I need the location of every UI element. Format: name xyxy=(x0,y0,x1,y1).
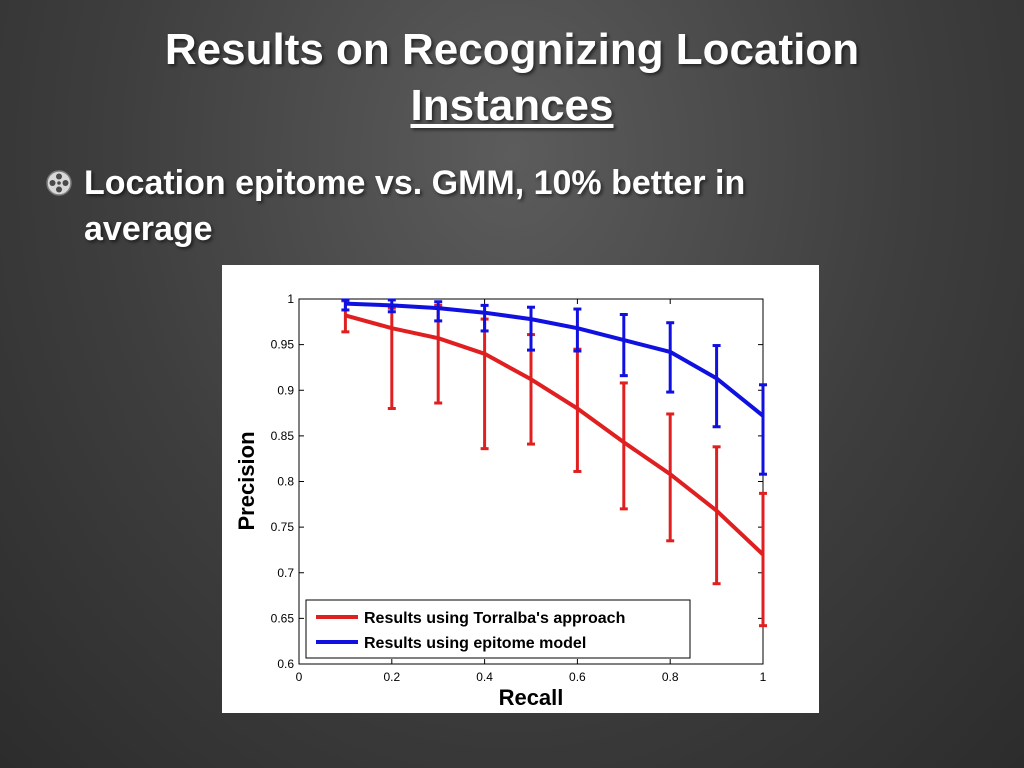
y-tick-label: 0.7 xyxy=(277,566,294,580)
y-tick-label: 0.75 xyxy=(271,520,295,534)
y-tick-label: 0.65 xyxy=(271,611,295,625)
legend-entry: Results using epitome model xyxy=(364,635,586,652)
bullet-text-line-1: Location epitome vs. GMM, 10% better in xyxy=(84,164,746,202)
y-axis-label: Precision xyxy=(234,431,259,530)
series-line xyxy=(344,313,765,556)
slide-title-line-2: Instances xyxy=(410,81,614,130)
slide-title-line-1: Results on Recognizing Location xyxy=(164,25,860,74)
legend-box xyxy=(305,599,691,659)
y-tick-label: 0.85 xyxy=(271,429,295,443)
x-axis-label: Recall xyxy=(499,685,564,710)
y-tick-label: 0.8 xyxy=(277,475,294,489)
y-tick-label: 0.6 xyxy=(277,657,294,671)
y-tick-label: 0.9 xyxy=(277,383,294,397)
series-1 xyxy=(341,298,767,476)
precision-recall-chart: 0.6 0.65 0.7 0.75 0.8 0.85 0.9 0.95 1 0 0.2 0.4 0.6… xyxy=(222,265,819,713)
film-reel-icon xyxy=(46,170,72,196)
x-tick-label: 0.4 xyxy=(476,670,493,684)
x-tick-label: 0.8 xyxy=(662,670,679,684)
series-line xyxy=(345,301,765,418)
y-tick-label: 0.95 xyxy=(271,338,295,352)
x-tick-label: 1 xyxy=(760,670,767,684)
x-tick-label: 0 xyxy=(296,670,303,684)
chart-svg: 0.6 0.65 0.7 0.75 0.8 0.85 0.9 0.95 1 0 0.2 0.4 0.6… xyxy=(234,292,767,710)
bullet-text-line-2: average xyxy=(84,210,213,248)
x-tick-label: 0.6 xyxy=(569,670,586,684)
x-tick-label: 0.2 xyxy=(383,670,400,684)
series-0 xyxy=(341,299,767,628)
y-tick-label: 1 xyxy=(287,292,294,306)
slide-title: Results on Recognizing Location Instance… xyxy=(60,22,964,134)
legend-entry: Results using Torralba's approach xyxy=(364,610,625,627)
